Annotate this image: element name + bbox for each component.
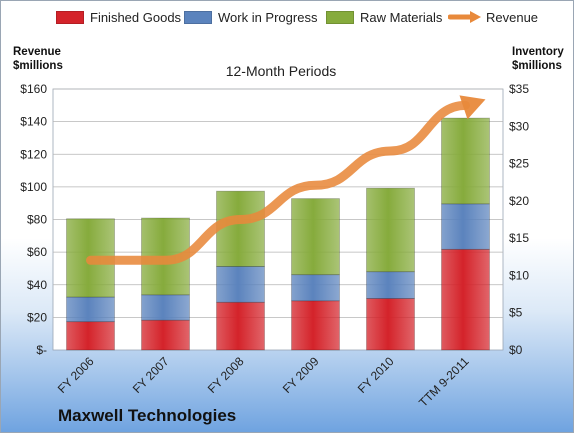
bar-work-in-progress [366, 271, 415, 299]
right-axis-tick-label: $0 [509, 343, 523, 357]
left-axis-tick-label: $- [36, 343, 47, 357]
legend-item-raw-materials: Raw Materials [326, 7, 442, 27]
right-axis-title-line1: Inventory [512, 46, 564, 58]
left-axis-tick-label: $40 [27, 278, 47, 292]
bar-finished-goods [216, 301, 265, 351]
bar-raw-materials [441, 117, 490, 205]
right-axis-tick-label: $25 [509, 157, 529, 171]
x-axis-tick-label: FY 2010 [355, 354, 397, 396]
bar-raw-materials [366, 187, 415, 273]
legend-label: Raw Materials [360, 9, 443, 25]
right-axis-tick-label: $10 [509, 268, 529, 282]
x-axis-tick-label: TTM 9-2011 [416, 354, 472, 410]
legend-item-finished-goods: Finished Goods [56, 7, 181, 27]
left-axis-title-line2: $millions [13, 60, 63, 72]
bar-work-in-progress [216, 266, 265, 303]
right-axis-tick-label: $30 [509, 119, 529, 133]
left-axis-tick-label: $140 [20, 115, 47, 129]
legend-arrow-revenue [448, 11, 481, 23]
legend-swatch-work-in-progress [184, 10, 212, 24]
left-axis-tick-label: $120 [20, 147, 47, 161]
left-axis-tick-label: $20 [27, 310, 47, 324]
right-axis-title: Inventory $millions [512, 45, 564, 73]
legend-label: Work in Progress [218, 9, 318, 25]
left-axis-title-line1: Revenue [13, 46, 61, 58]
bar-finished-goods [441, 248, 490, 351]
legend-label: Revenue [486, 9, 539, 25]
chart-subtitle: 12-Month Periods [225, 63, 337, 79]
right-axis-title-line2: $millions [512, 60, 562, 72]
left-axis-tick-label: $60 [27, 245, 47, 259]
right-axis-tick-label: $5 [509, 306, 523, 320]
bar-work-in-progress [441, 203, 490, 250]
x-axis-tick-label: FY 2008 [205, 354, 247, 396]
legend-item-revenue: Revenue [448, 7, 538, 27]
revenue-arrowhead [459, 95, 486, 120]
right-axis-tick-label: $15 [509, 231, 529, 245]
legend-label: Finished Goods [90, 9, 182, 25]
bar-work-in-progress [291, 274, 340, 302]
right-axis-tick-label: $20 [509, 194, 529, 208]
left-axis-title: Revenue $millions [13, 45, 63, 73]
x-axis-tick-label: FY 2006 [55, 354, 97, 396]
right-axis-tick-label: $35 [509, 82, 529, 96]
bar-raw-materials [291, 198, 340, 276]
x-axis-tick-label: FY 2009 [280, 354, 322, 396]
x-axis-tick-label: FY 2007 [130, 354, 172, 396]
bar-finished-goods [291, 300, 340, 351]
company-name: Maxwell Technologies [58, 406, 237, 425]
bar-finished-goods [366, 298, 415, 351]
legend: Finished Goods Work in Progress Raw Mate… [1, 7, 573, 27]
legend-swatch-raw-materials [326, 10, 354, 24]
legend-item-work-in-progress: Work in Progress [184, 7, 317, 27]
bar-work-in-progress [66, 296, 115, 323]
bar-raw-materials [216, 190, 265, 267]
left-axis-tick-label: $100 [20, 180, 47, 194]
left-axis-tick-label: $160 [20, 82, 47, 96]
bar-finished-goods [66, 321, 115, 351]
left-axis-tick-label: $80 [27, 213, 47, 227]
bar-work-in-progress [141, 294, 190, 321]
revenue-line [86, 100, 470, 265]
bar-finished-goods [141, 319, 190, 351]
legend-swatch-finished-goods [56, 10, 84, 24]
